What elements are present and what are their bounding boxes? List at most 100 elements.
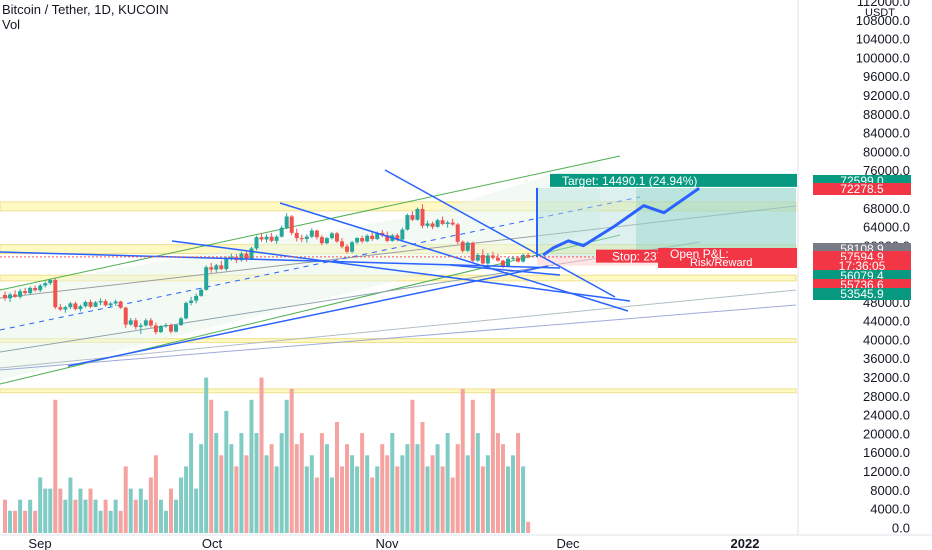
- price-tick-label: 112000.0: [857, 0, 910, 9]
- volume-bar: [259, 377, 264, 533]
- candle: [465, 241, 470, 253]
- candle-body: [153, 325, 158, 333]
- candle: [284, 213, 289, 230]
- candle: [43, 281, 48, 288]
- candle: [28, 286, 33, 295]
- candle: [365, 234, 370, 243]
- candle: [324, 237, 329, 245]
- target-label: Target: 14490.1 (24.94%): [562, 174, 697, 188]
- candle-body: [274, 236, 279, 241]
- volume-bar: [153, 455, 158, 533]
- candle-body: [98, 301, 103, 303]
- candle-body: [314, 230, 319, 238]
- volume-indicator-label: Vol: [2, 17, 21, 32]
- volume-bar: [340, 466, 345, 533]
- volume-bar: [184, 466, 189, 533]
- channel-mid-line: [0, 205, 797, 299]
- volume-bar: [98, 510, 103, 533]
- candle: [521, 253, 526, 263]
- volume-bar: [440, 466, 445, 533]
- candle-body: [244, 253, 249, 260]
- price-badge: [813, 288, 911, 300]
- candle: [259, 232, 264, 242]
- volume-bar: [385, 455, 390, 533]
- candle-body: [219, 265, 224, 270]
- volume-bar: [189, 433, 194, 533]
- volume-bar: [269, 444, 274, 533]
- candle-body: [229, 256, 234, 259]
- price-tick-label: 80000.0: [863, 144, 910, 159]
- candle-body: [460, 241, 465, 251]
- volume-bar: [475, 433, 480, 533]
- volume-bar: [360, 433, 365, 533]
- candle-body: [415, 208, 420, 220]
- candle: [319, 235, 324, 246]
- candle: [189, 296, 194, 306]
- candle: [123, 306, 128, 328]
- candle-body: [199, 289, 204, 296]
- price-badge: [813, 183, 911, 195]
- price-tick-label: 4000.0: [870, 502, 910, 517]
- candle-body: [440, 220, 445, 224]
- volume-bar: [350, 455, 355, 533]
- price-badge-label: 17:36:05: [839, 259, 886, 273]
- price-tick-label: 32000.0: [863, 370, 910, 385]
- candle: [168, 323, 173, 334]
- candle-body: [13, 294, 18, 297]
- candle-body: [289, 216, 294, 233]
- candle-body: [410, 215, 415, 220]
- candle-body: [103, 301, 108, 306]
- volume-bar: [199, 444, 204, 533]
- volume-bar: [194, 488, 199, 533]
- candle-body: [83, 302, 88, 307]
- candle-body: [68, 303, 73, 308]
- candle-body: [168, 325, 173, 332]
- candle-body: [113, 301, 118, 304]
- volume-bar: [490, 388, 495, 533]
- volume-bar: [118, 510, 123, 533]
- candle-body: [209, 267, 214, 270]
- candle: [133, 317, 138, 330]
- time-axis-label: Dec: [556, 536, 580, 550]
- candle-body: [48, 279, 53, 284]
- volume-bar: [410, 399, 415, 533]
- candle: [93, 301, 98, 308]
- volume-bar: [88, 488, 93, 533]
- volume-bar: [299, 433, 304, 533]
- volume-bar: [53, 399, 58, 533]
- volume-bar: [128, 488, 133, 533]
- candle: [8, 292, 13, 302]
- candle: [214, 263, 219, 273]
- volume-bar: [380, 444, 385, 533]
- candle: [495, 254, 500, 262]
- volume-bar: [63, 499, 68, 533]
- candle: [279, 225, 284, 238]
- candle-body: [63, 307, 68, 310]
- price-tick-label: 28000.0: [863, 389, 910, 404]
- volume-bar: [48, 488, 53, 533]
- candle-body: [430, 223, 435, 227]
- candle-body: [43, 283, 48, 286]
- candle-body: [450, 222, 455, 225]
- channel-upper-line: [0, 155, 621, 291]
- volume-bar: [209, 399, 214, 533]
- candle: [83, 300, 88, 308]
- candle: [249, 247, 254, 261]
- price-tick-label: 104000.0: [856, 32, 910, 47]
- candle-body: [93, 302, 98, 307]
- price-tick-label: 108000.0: [856, 13, 910, 28]
- price-badge: [813, 260, 911, 272]
- price-tick-label: 88000.0: [863, 107, 910, 122]
- candle-body: [3, 294, 7, 299]
- open-pnl-zone: [636, 187, 796, 257]
- volume-bar: [375, 466, 380, 533]
- candle: [309, 228, 314, 239]
- candle-body: [299, 238, 304, 240]
- trendline: [0, 251, 561, 269]
- price-tick-label: 20000.0: [863, 426, 910, 441]
- candle: [118, 300, 123, 310]
- candle-body: [455, 224, 460, 242]
- price-axis-unit: USDT: [865, 7, 895, 19]
- candle-body: [319, 237, 324, 244]
